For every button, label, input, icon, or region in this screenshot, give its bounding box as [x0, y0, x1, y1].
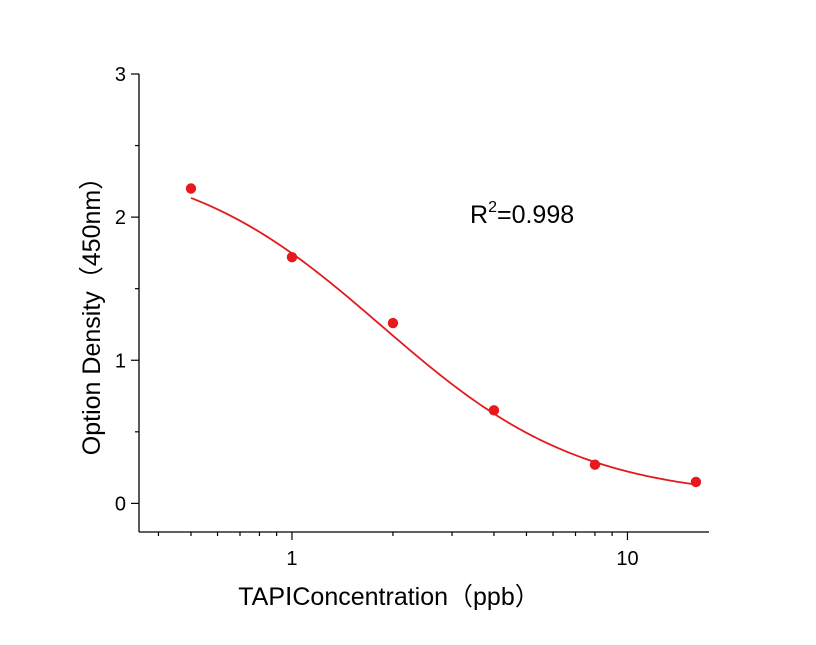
data-point: [488, 405, 500, 416]
y-tick-label: 1: [115, 350, 126, 372]
r-squared-value: =0.998: [497, 201, 574, 229]
axes: 0 1 2 3 1 10: [115, 64, 709, 570]
r-squared-base: R: [470, 201, 488, 229]
x-tick-label: 1: [286, 548, 297, 570]
data-points: [185, 183, 702, 488]
y-tick-label: 0: [115, 493, 126, 515]
data-point: [286, 252, 298, 263]
data-point: [589, 459, 601, 470]
r-squared-annotation: R2=0.998: [470, 199, 574, 229]
y-axis-title: Option Density（450nm）: [78, 165, 106, 455]
data-point: [387, 317, 399, 329]
data-point: [185, 183, 197, 194]
y-tick-label: 3: [115, 64, 126, 86]
x-tick-label: 10: [616, 548, 638, 570]
x-axis-title: TAPⅠConcentration（ppb）: [238, 583, 540, 611]
y-tick-label: 2: [115, 207, 126, 229]
fit-curve: [190, 197, 697, 486]
r-squared-superscript: 2: [488, 199, 497, 216]
fit-curve-layer: [190, 197, 697, 486]
data-point: [690, 476, 702, 488]
